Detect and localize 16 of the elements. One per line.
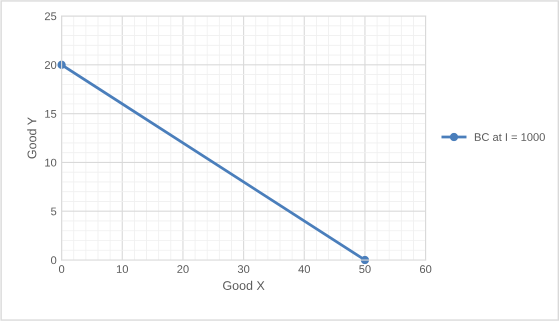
y-tick-label: 20 (44, 61, 56, 69)
legend-label: BC at I = 1000 (474, 133, 545, 142)
y-tick-label: 5 (51, 208, 56, 216)
x-tick-label: 50 (359, 265, 371, 274)
x-tick-label: 20 (177, 265, 189, 274)
x-tick-label: 10 (116, 265, 128, 274)
x-tick-label: 0 (58, 265, 64, 274)
y-tick-label: 10 (45, 158, 56, 167)
y-tick-label: 15 (45, 110, 56, 118)
x-tick-label: 40 (298, 265, 310, 274)
x-tick-label: 30 (238, 265, 250, 274)
y-tick-label: 25 (44, 12, 56, 20)
x-tick-label: 60 (420, 265, 432, 274)
y-axis-title: Good Y (27, 117, 36, 158)
y-tick-label: 0 (50, 256, 56, 264)
x-axis-title: Good X (223, 280, 265, 290)
